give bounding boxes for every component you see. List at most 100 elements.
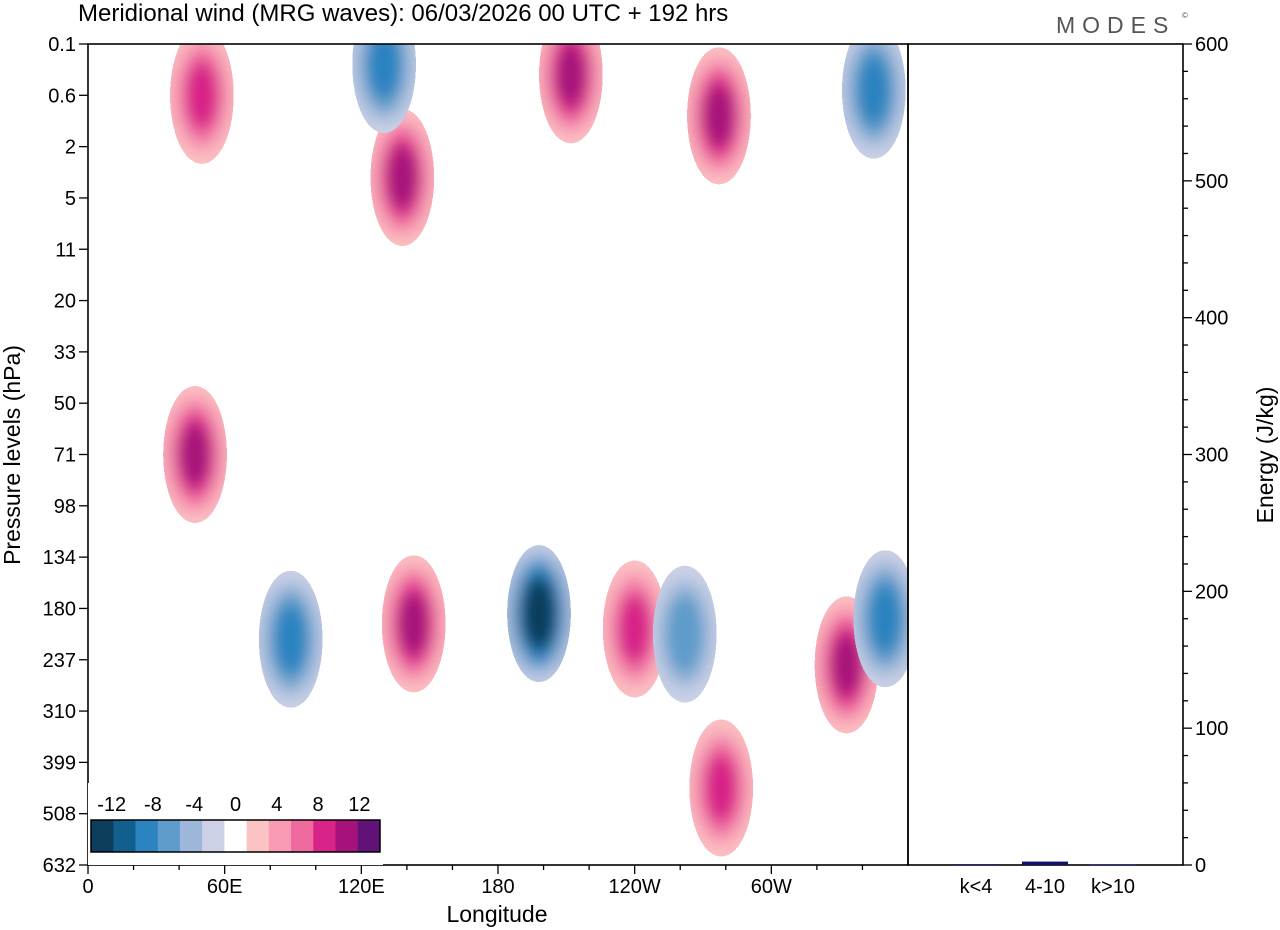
contour-band: [868, 584, 902, 653]
x-axis: 0 60E 120E 180 120W 60W: [82, 865, 864, 898]
y-tick-label: 33: [54, 342, 76, 364]
colorbar-swatch: [113, 820, 136, 852]
colorbar-swatch: [357, 820, 381, 852]
colorbar: -12 -8 -4 0 4 8 12: [88, 783, 383, 865]
contour-cell: [352, 44, 417, 135]
y-tick-label: 237: [43, 650, 76, 672]
contour-cell: [538, 44, 603, 145]
colorbar-swatches: [90, 819, 381, 853]
y-tick-label: 5: [65, 188, 76, 210]
y-tick-label: 98: [54, 496, 76, 518]
y-tick-label: 50: [54, 393, 76, 415]
y-tick-label: 134: [43, 547, 76, 569]
colorbar-swatch: [335, 820, 359, 852]
energy-category-label: 4-10: [1025, 876, 1065, 898]
colorbar-swatch: [202, 820, 225, 852]
energy-categories: k<4 4-10 k>10: [960, 876, 1135, 898]
energy-tick-label: 100: [1195, 718, 1228, 740]
contour-cell: [841, 44, 906, 161]
contour-field: [163, 44, 908, 859]
contour-band: [274, 605, 308, 674]
y-tick-label: 508: [43, 804, 76, 826]
y-tick-label: 20: [54, 291, 76, 313]
energy-tick-label: 0: [1195, 855, 1206, 877]
colorbar-label: -4: [185, 794, 203, 816]
colorbar-swatch: [313, 820, 337, 852]
contour-band: [857, 56, 891, 125]
y-tick-label: 180: [43, 598, 76, 620]
x-tick-label: 120W: [609, 876, 661, 898]
logo-mark: ©: [1182, 11, 1188, 20]
x-tick-label: 60W: [751, 876, 792, 898]
energy-axis-label: Energy (J/kg): [1252, 387, 1278, 524]
contour-cell: [686, 45, 751, 186]
energy-tick-label: 300: [1195, 445, 1228, 467]
energy-tick-label: 500: [1195, 171, 1228, 193]
colorbar-swatch: [91, 820, 114, 852]
y-tick-label: 0.1: [48, 34, 76, 56]
colorbar-label: -8: [144, 794, 162, 816]
contour-band: [704, 754, 738, 823]
colorbar-label: 4: [271, 794, 282, 816]
colorbar-label: 12: [348, 794, 370, 816]
y-tick-label: 11: [55, 239, 76, 261]
contour-band: [185, 61, 219, 130]
contour-band: [367, 44, 401, 99]
heatmap-panel: 0 60E 120E 180 120W 60W 0.1 0.6 2 5 11 20 33 50 71 98 1…: [0, 34, 909, 927]
colorbar-swatch: [224, 820, 248, 852]
contour-cell: [602, 558, 667, 699]
contour-band: [387, 147, 418, 208]
contour-band: [556, 44, 586, 105]
colorbar-swatch: [268, 820, 292, 852]
contour-cell: [689, 718, 754, 859]
x-tick-label: 180: [481, 876, 514, 898]
colorbar-border: [90, 819, 381, 853]
y-tick-label: 0.6: [48, 85, 76, 107]
y-tick-label: 71: [54, 445, 76, 467]
colorbar-label: -12: [97, 794, 126, 816]
colorbar-labels: -12 -8 -4 0 4 8 12: [97, 794, 370, 816]
contour-cell: [258, 569, 323, 710]
y-axis: 0.1 0.6 2 5 11 20 33 50 71 98 134 180 237 310 399 508 63…: [43, 34, 88, 877]
contour-band: [665, 594, 704, 675]
contour-cell: [381, 553, 446, 694]
energy-frame: [907, 43, 1184, 866]
x-tick-label: 0: [82, 876, 93, 898]
energy-bar: [953, 864, 999, 866]
energy-category-label: k<4: [960, 876, 993, 898]
energy-tick-label: 400: [1195, 308, 1228, 330]
x-axis-label: Longitude: [446, 901, 547, 927]
contour-cell: [507, 543, 571, 684]
y-tick-label: 2: [65, 137, 76, 159]
contour-band: [399, 593, 429, 654]
x-tick-label: 120E: [338, 876, 385, 898]
colorbar-swatch: [291, 820, 314, 852]
contour-band: [704, 85, 734, 146]
x-tick-label: 60E: [207, 876, 243, 898]
colorbar-swatch: [246, 820, 270, 852]
chart-title: Meridional wind (MRG waves): 06/03/2026 …: [78, 0, 728, 27]
energy-axis: 0 100 200 300 400 500 600: [1183, 34, 1228, 877]
contour-cell: [169, 44, 234, 166]
modes-logo: MODES: [1056, 12, 1175, 38]
contour-cell: [163, 384, 228, 525]
colorbar-label: 8: [313, 794, 324, 816]
contour-band: [831, 634, 862, 695]
contour-cell: [370, 107, 435, 248]
energy-bars: [953, 861, 1136, 866]
energy-category-label: k>10: [1091, 876, 1135, 898]
colorbar-swatch: [157, 820, 181, 852]
contour-band: [526, 588, 552, 639]
y-tick-label: 310: [43, 701, 76, 723]
energy-panel: 0 100 200 300 400 500 600 k<4 4-10 k>10 Energy (…: [907, 34, 1278, 898]
colorbar-swatch: [179, 820, 203, 852]
y-tick-label: 399: [43, 752, 76, 774]
energy-bar: [1022, 861, 1068, 865]
colorbar-label: 0: [230, 794, 241, 816]
colorbar-swatch: [135, 820, 159, 852]
y-axis-label: Pressure levels (hPa): [0, 345, 25, 565]
contour-cell: [652, 564, 717, 705]
energy-tick-label: 200: [1195, 581, 1228, 603]
contour-band: [180, 424, 210, 485]
